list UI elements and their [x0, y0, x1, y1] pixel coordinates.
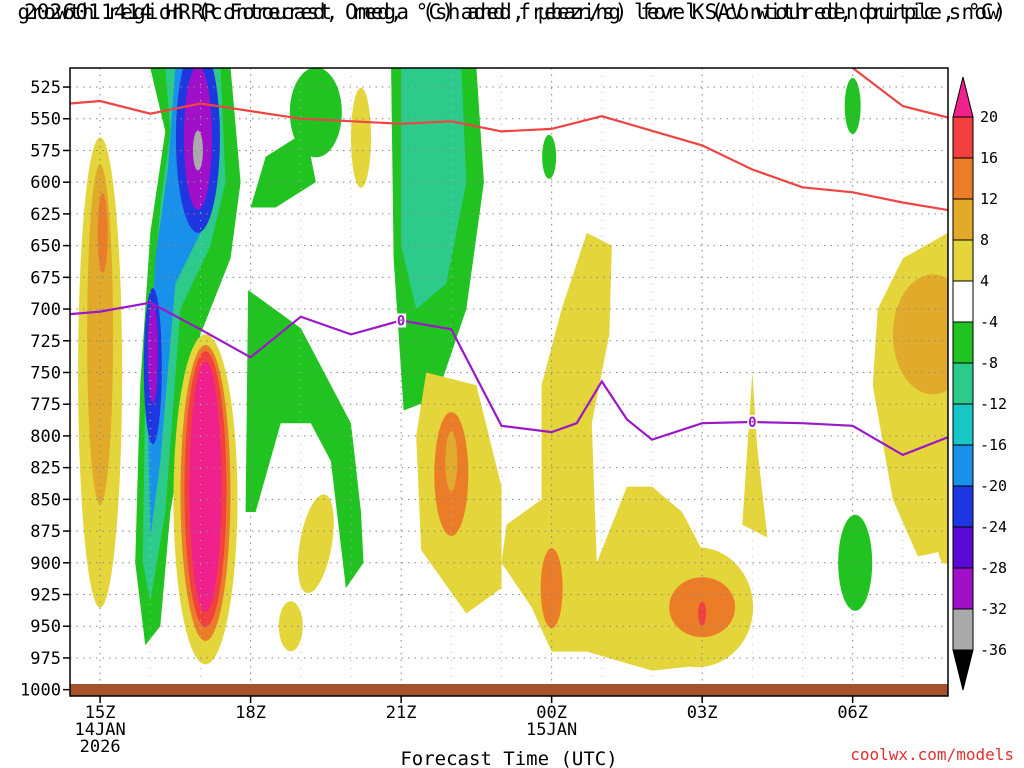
chart-title-line-1: 2026011414 HRRR Forecast Omega (shaded, …	[23, 0, 1001, 24]
colorbar-box	[952, 280, 974, 323]
x-tick-label-18Z: 18Z	[235, 703, 266, 723]
dgz-contour-line	[70, 99, 948, 212]
freezing-level-line	[70, 301, 948, 457]
freezing-label-bg	[747, 414, 758, 429]
dgz-contour-line-upper	[852, 68, 948, 119]
x-tick-label-21Z: 21Z	[386, 703, 417, 723]
colorbar-label: -20	[980, 477, 1007, 495]
colorbar-top-arrow	[952, 76, 974, 118]
colorbar-bottom-arrow	[952, 649, 974, 691]
y-tick-label-700: 700	[30, 300, 61, 320]
omega-teal-column-21z	[401, 68, 467, 310]
y-tick-label-550: 550	[30, 110, 61, 130]
y-tick-label-675: 675	[30, 268, 61, 288]
colorbar-label: 16	[980, 149, 998, 167]
x-tick-date: 15JAN	[526, 720, 577, 740]
omega-green-tongue-18z	[245, 290, 364, 589]
colorbar-label: -4	[980, 313, 998, 331]
omega-sink-pink	[189, 361, 222, 612]
colorbar-label: -32	[980, 600, 1007, 618]
omega-yellow-spike-03z	[742, 372, 768, 538]
omega-green-575	[542, 134, 557, 179]
x-tick-label-03Z: 03Z	[687, 703, 718, 723]
colorbar-box	[952, 444, 974, 487]
colorbar-box	[952, 321, 974, 364]
plot-frame	[69, 67, 949, 697]
y-tick-label-600: 600	[30, 173, 61, 193]
freezing-level-label: 0	[397, 313, 405, 329]
colorbar-label: -16	[980, 436, 1007, 454]
omega-green-06z-top	[844, 78, 861, 135]
omega-yellow-19z	[297, 494, 334, 594]
y-tick-label-775: 775	[30, 395, 61, 415]
omega-shading-layer	[78, 68, 948, 671]
chart-title-line-2: growth region (contoured, red, °C) and f…	[17, 0, 1007, 24]
colorbar-label: -36	[980, 641, 1007, 659]
colorbar-box	[952, 608, 974, 651]
freezing-level-label: 0	[748, 415, 756, 431]
x-tick-year: 2026	[80, 737, 121, 757]
y-tick-label-875: 875	[30, 522, 61, 542]
colorbar-label: -28	[980, 559, 1007, 577]
omega-yellow-right-low	[937, 523, 948, 564]
colorbar-label: -24	[980, 518, 1007, 536]
omega-green-top-19z	[289, 68, 342, 158]
colorbar-box	[952, 567, 974, 610]
x-tick-label-06Z: 06Z	[837, 703, 868, 723]
colorbar-label: 4	[980, 272, 989, 290]
colorbar-box	[952, 403, 974, 446]
omega-core-22z	[445, 431, 458, 492]
omega-ascent-violet-lower	[147, 303, 158, 404]
colorbar-label: 12	[980, 190, 998, 208]
omega-green-06z	[838, 514, 873, 611]
y-tick-label-750: 750	[30, 363, 61, 383]
credit-label: coolwx.com/models	[850, 745, 1014, 764]
grid-layer	[70, 68, 948, 696]
y-tick-label-625: 625	[30, 205, 61, 225]
colorbar-box	[952, 362, 974, 405]
ground-surface	[70, 684, 948, 696]
y-tick-label-925: 925	[30, 586, 61, 606]
omega-green-upper-18z	[250, 131, 316, 208]
colorbar-label: 8	[980, 231, 989, 249]
y-tick-label-525: 525	[30, 78, 61, 98]
omega-blob-15z-core	[97, 192, 108, 273]
y-tick-label-650: 650	[30, 237, 61, 257]
colorbar-box	[952, 198, 974, 241]
y-tick-label-800: 800	[30, 427, 61, 447]
colorbar-label: 20	[980, 108, 998, 126]
colorbar-label: -8	[980, 354, 998, 372]
colorbar-box	[952, 485, 974, 528]
x-tick-label-00Z: 00Z	[536, 703, 567, 723]
x-tick-date: 14JAN	[75, 720, 126, 740]
y-tick-label-900: 900	[30, 554, 61, 574]
colorbar-box	[952, 116, 974, 159]
y-tick-label-725: 725	[30, 332, 61, 352]
y-tick-label-825: 825	[30, 459, 61, 479]
omega-red-03z	[698, 601, 707, 626]
colorbar-label: -12	[980, 395, 1007, 413]
y-tick-label-575: 575	[30, 141, 61, 161]
omega-orange-right-edge	[892, 274, 948, 395]
x-tick-label-15Z: 15Z	[85, 703, 116, 723]
y-tick-label-850: 850	[30, 490, 61, 510]
omega-yellow-19z-low	[278, 601, 303, 652]
freezing-label-bg	[396, 313, 407, 328]
colorbar: 20 16 12 8 4 -4 -8 -12 -16 -20 -24 -28 -32 -36	[952, 76, 1007, 691]
y-tick-label-975: 975	[30, 649, 61, 669]
colorbar-box	[952, 157, 974, 200]
x-axis-title: Forecast Time (UTC)	[400, 748, 617, 768]
y-tick-label-1000: 1000	[20, 681, 61, 701]
y-tick-label-950: 950	[30, 617, 61, 637]
omega-yellow-20z	[350, 87, 371, 188]
y-axis: 525 550 575 600 625 650 675 700 725 750 775 800 825 8…	[20, 78, 70, 701]
colorbar-box	[952, 526, 974, 569]
contour-layer: 00	[70, 68, 948, 457]
colorbar-box	[952, 239, 974, 282]
